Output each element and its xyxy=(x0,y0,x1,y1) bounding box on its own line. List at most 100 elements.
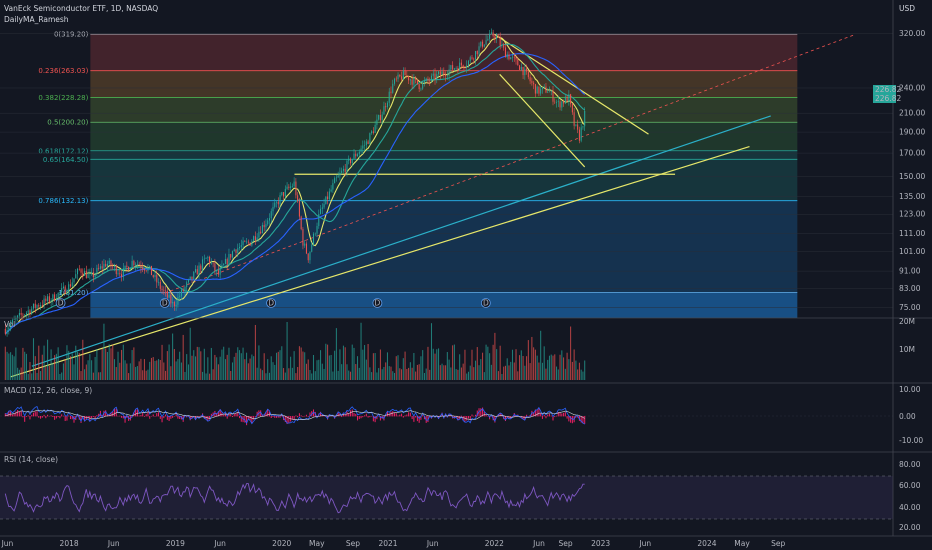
macd-histogram-bar xyxy=(249,416,251,421)
candle-body xyxy=(189,276,191,280)
candle-body xyxy=(353,153,355,159)
macd-histogram-bar xyxy=(552,416,554,421)
candle-body xyxy=(194,269,197,272)
volume-bar xyxy=(133,347,135,380)
macd-histogram-bar xyxy=(293,416,295,421)
macd-histogram-bar xyxy=(297,416,299,418)
macd-histogram-bar xyxy=(364,415,366,417)
candle-body xyxy=(247,241,249,243)
volume-bar xyxy=(321,363,323,380)
volume-bar xyxy=(522,356,524,380)
volume-bar xyxy=(404,351,406,380)
volume-bar xyxy=(342,345,344,380)
candle-body xyxy=(52,294,54,301)
volume-bar xyxy=(99,372,101,380)
macd-histogram-bar xyxy=(457,416,459,421)
candle-body xyxy=(416,79,418,85)
volume-bar xyxy=(124,360,126,380)
candle-body xyxy=(142,267,144,270)
candle-body xyxy=(175,304,177,307)
candle-body xyxy=(369,133,371,145)
macd-histogram-bar xyxy=(376,416,378,420)
trendline xyxy=(164,33,856,294)
time-tick-label: 2018 xyxy=(60,539,79,548)
macd-histogram-bar xyxy=(267,408,269,417)
macd-histogram-bar xyxy=(207,416,209,421)
macd-histogram-bar xyxy=(246,416,248,426)
macd-histogram-bar xyxy=(548,413,551,417)
candle-body xyxy=(536,86,538,94)
candle-body xyxy=(526,68,528,72)
volume-bar xyxy=(154,360,156,380)
macd-histogram-bar xyxy=(149,416,151,419)
volume-bar xyxy=(559,354,561,380)
macd-histogram-bar xyxy=(508,416,510,419)
candle-body xyxy=(511,56,514,58)
volume-bar xyxy=(459,354,461,380)
volume-bar xyxy=(230,370,232,380)
volume-bar xyxy=(168,344,170,380)
macd-histogram-bar xyxy=(302,416,304,417)
macd-histogram-bar xyxy=(156,413,158,417)
volume-bar xyxy=(545,368,547,380)
candle-body xyxy=(364,145,366,146)
candle-body xyxy=(10,324,12,328)
macd-histogram-bar xyxy=(388,413,390,417)
volume-bar xyxy=(554,354,556,380)
volume-bar xyxy=(339,349,341,380)
candle-body xyxy=(548,91,551,93)
macd-histogram-bar xyxy=(483,411,485,417)
volume-bar xyxy=(374,353,376,380)
candle-body xyxy=(459,62,461,71)
candle-body xyxy=(540,88,542,94)
macd-histogram-bar xyxy=(172,416,174,418)
price-tick-label: 75.00 xyxy=(899,303,921,312)
volume-bar xyxy=(489,353,491,380)
rsi-tick-label: 60.00 xyxy=(899,481,921,490)
volume-bar xyxy=(193,350,195,380)
candle-body xyxy=(578,129,580,141)
volume-bar xyxy=(170,366,172,380)
candle-body xyxy=(41,305,43,306)
trendline xyxy=(499,73,586,168)
candle-body xyxy=(184,287,186,292)
volume-bar xyxy=(557,369,559,380)
volume-bar xyxy=(332,371,334,380)
candle-body xyxy=(284,188,286,197)
candle-body xyxy=(17,315,19,319)
candle-body xyxy=(78,268,80,270)
macd-histogram-bar xyxy=(372,416,374,422)
ma-slow-line xyxy=(4,53,586,335)
candle-body xyxy=(145,270,147,272)
volume-bar xyxy=(578,362,580,380)
macd-histogram-bar xyxy=(342,413,344,417)
price-tick-label: 135.00 xyxy=(899,192,925,201)
volume-bar xyxy=(550,354,552,380)
volume-bar xyxy=(453,344,455,380)
volume-bar xyxy=(57,347,59,380)
macd-histogram-bar xyxy=(286,416,288,424)
volume-bar xyxy=(260,368,262,380)
macd-histogram-bar xyxy=(555,415,558,417)
volume-bar xyxy=(156,360,158,380)
candle-body xyxy=(552,90,554,102)
volume-bar xyxy=(548,355,551,380)
macd-histogram-bar xyxy=(11,414,13,417)
volume-bar xyxy=(582,371,584,380)
candle-body xyxy=(68,284,70,293)
price-tick-label: 170.00 xyxy=(899,149,925,158)
candle-body xyxy=(73,278,75,283)
volume-bar xyxy=(256,367,258,380)
macd-histogram-bar xyxy=(64,416,66,422)
volume-bar xyxy=(399,368,401,380)
candle-body xyxy=(297,195,299,202)
volume-bar xyxy=(526,356,528,380)
candle-body xyxy=(445,74,447,77)
volume-bar xyxy=(128,373,130,380)
candle-body xyxy=(258,231,260,238)
macd-histogram-bar xyxy=(163,416,165,419)
volume-bar xyxy=(515,349,517,380)
candle-body xyxy=(50,300,52,302)
candle-body xyxy=(57,292,59,300)
